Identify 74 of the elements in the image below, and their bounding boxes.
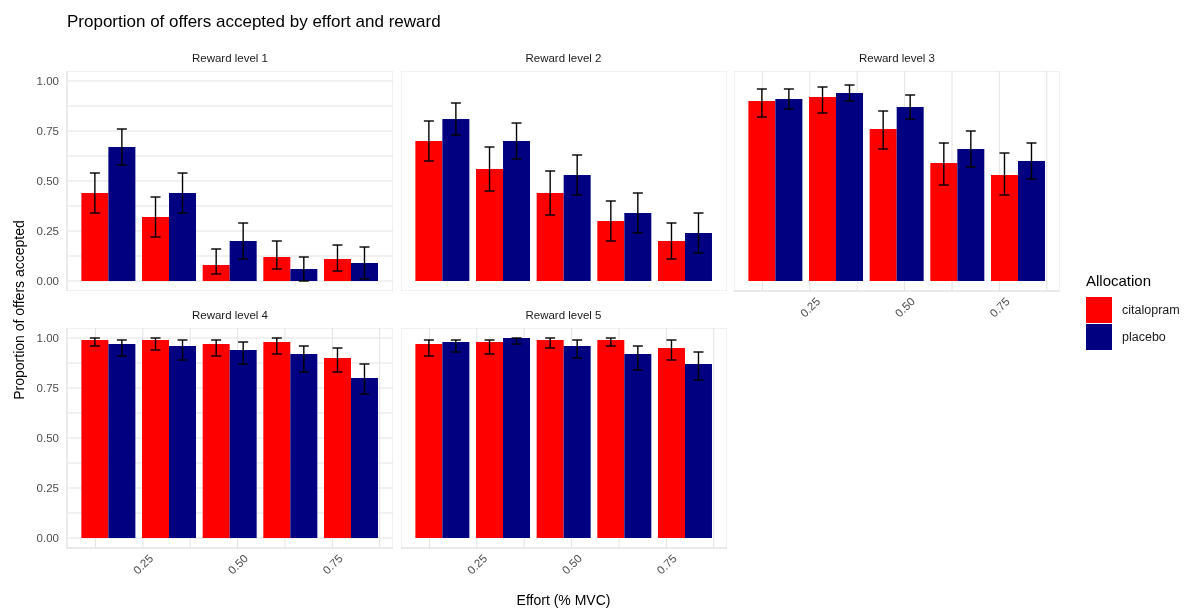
bar xyxy=(414,141,442,281)
bar xyxy=(990,175,1018,281)
bar xyxy=(229,350,257,538)
bar xyxy=(441,119,469,281)
bar xyxy=(896,107,924,281)
bar xyxy=(869,129,897,281)
y-axis-title: Proportion of offers accepted xyxy=(11,219,27,400)
bar xyxy=(836,93,864,281)
bar xyxy=(441,342,469,538)
bar xyxy=(350,378,378,538)
bar xyxy=(290,354,318,538)
bar xyxy=(563,346,591,538)
y-tick-label: 0.25 xyxy=(36,482,59,495)
bar xyxy=(142,340,170,538)
x-tick-label: 0.50 xyxy=(225,552,251,577)
chart-subtitle: Reward level 2 xyxy=(525,52,602,64)
bar xyxy=(350,263,378,281)
bar xyxy=(536,340,564,538)
bar xyxy=(536,193,564,281)
bar xyxy=(475,342,503,538)
y-tick-label: 0.25 xyxy=(36,225,59,238)
bar xyxy=(684,364,712,538)
chart-subtitle: Reward level 5 xyxy=(525,309,602,321)
y-tick-label: 0.00 xyxy=(36,275,59,288)
bar xyxy=(475,169,503,281)
bar xyxy=(1017,161,1045,281)
x-tick-label: 0.50 xyxy=(892,295,918,320)
y-tick-label: 0.00 xyxy=(36,532,59,545)
bar xyxy=(502,338,530,538)
bar xyxy=(169,346,197,538)
bar xyxy=(263,257,291,281)
y-tick-label: 0.75 xyxy=(36,125,59,138)
bar xyxy=(596,221,624,281)
y-tick-label: 1.00 xyxy=(36,332,59,345)
bar xyxy=(290,269,318,281)
bar xyxy=(623,213,651,281)
chart-subtitle: Reward level 4 xyxy=(191,309,269,321)
bar xyxy=(323,358,351,538)
bar xyxy=(414,344,442,538)
bar xyxy=(809,97,837,281)
bar xyxy=(957,149,985,281)
bar xyxy=(202,344,230,538)
bar xyxy=(775,99,803,281)
bar xyxy=(502,141,530,281)
chart-title: Proportion of offers accepted by effort and reward xyxy=(67,12,441,31)
legend-label: placebo xyxy=(1122,329,1166,344)
bar xyxy=(108,344,136,538)
y-tick-label: 0.50 xyxy=(36,175,59,188)
chart-subtitle: Reward level 1 xyxy=(191,52,269,64)
legend-title: Allocation xyxy=(1086,272,1152,289)
bar xyxy=(323,259,351,281)
bar xyxy=(684,233,712,281)
bar xyxy=(563,175,591,281)
bar xyxy=(748,101,776,281)
bar xyxy=(81,340,109,538)
bar xyxy=(169,193,197,281)
bar xyxy=(202,265,230,281)
x-axis-title: Effort (% MVC) xyxy=(516,592,611,608)
bar xyxy=(930,163,958,281)
bar xyxy=(623,354,651,538)
y-tick-label: 0.50 xyxy=(36,432,59,445)
bar xyxy=(657,348,685,538)
bar xyxy=(81,193,109,281)
bar xyxy=(229,241,257,281)
y-tick-label: 0.75 xyxy=(36,382,59,395)
bar xyxy=(657,241,685,281)
bar xyxy=(142,217,170,281)
y-tick-label: 1.00 xyxy=(36,75,59,88)
legend-label: citalopram xyxy=(1122,302,1180,317)
chart-subtitle: Reward level 3 xyxy=(858,52,936,64)
x-tick-label: 0.50 xyxy=(559,552,584,577)
bar xyxy=(263,342,291,538)
bar xyxy=(596,340,624,538)
bar xyxy=(108,147,136,281)
